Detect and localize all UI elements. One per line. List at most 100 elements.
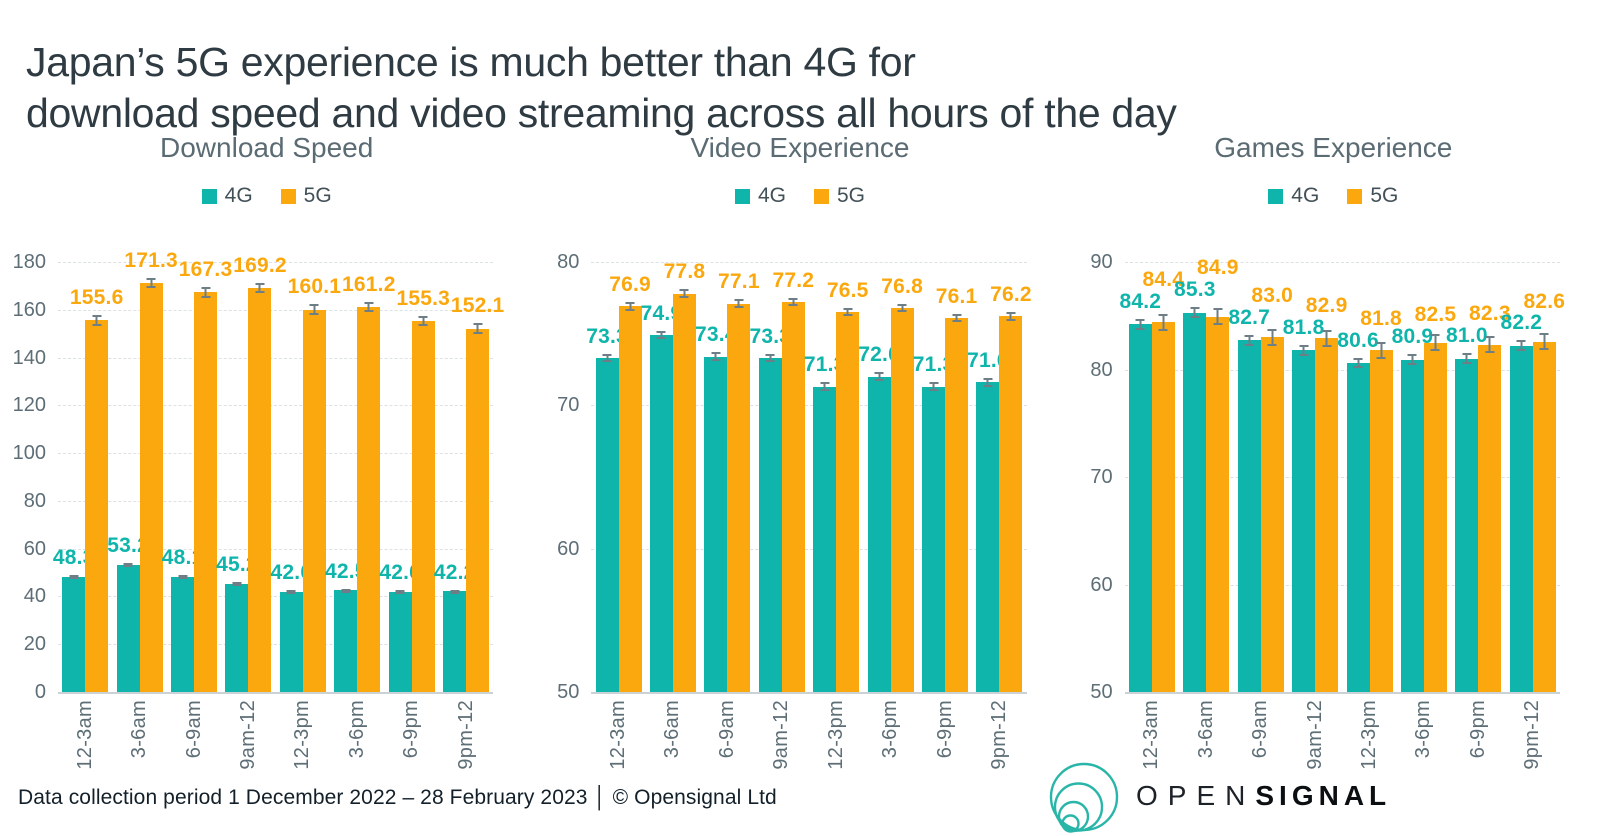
logo-open-text: OPEN bbox=[1136, 780, 1256, 811]
bar-group: 42.0 160.1 bbox=[271, 275, 341, 692]
bar-5g: 169.2 bbox=[233, 254, 287, 692]
x-axis-label: 9am-12 bbox=[755, 700, 809, 800]
bar-4g: 71.3 bbox=[913, 353, 954, 692]
bar-value-label: 82.6 bbox=[1523, 289, 1566, 313]
bar-value-label: 42.2 bbox=[433, 560, 476, 584]
error-bar-icon bbox=[602, 353, 612, 363]
bar-4g: 42.0 bbox=[379, 561, 421, 692]
x-axis-label-text: 6-9am bbox=[715, 700, 738, 759]
legend-swatch-5g-icon bbox=[1347, 188, 1363, 204]
x-axis-label-text: 9am-12 bbox=[236, 700, 259, 770]
bar-value-label: 155.6 bbox=[69, 286, 124, 310]
x-axis-label-text: 6-9am bbox=[182, 700, 205, 759]
bar-value-label: 76.5 bbox=[826, 278, 869, 302]
bar-4g: 84.2 bbox=[1120, 290, 1161, 692]
legend-label-5g: 5G bbox=[303, 184, 332, 207]
bar-value-label: 82.7 bbox=[1228, 306, 1271, 330]
chart-title: Video Experience bbox=[690, 132, 910, 163]
gridline bbox=[591, 692, 1027, 694]
x-axis-label-text: 9am-12 bbox=[770, 700, 793, 770]
gridline bbox=[1124, 692, 1560, 694]
error-bar-icon bbox=[92, 315, 102, 326]
y-axis-tick: 60 bbox=[1090, 573, 1113, 596]
error-bar-icon bbox=[625, 302, 635, 311]
gridline bbox=[1124, 369, 1560, 371]
bar-value-label: 82.5 bbox=[1414, 303, 1457, 327]
bar-4g: 73.3 bbox=[749, 325, 791, 692]
x-axis-label: 6-9pm bbox=[385, 700, 439, 800]
gridline bbox=[58, 453, 494, 455]
bar-4g: 81.0 bbox=[1446, 324, 1488, 692]
chart-games-experience: Games Experience 4G 5G 50 60 70 80 90 84.2 84.… bbox=[1067, 132, 1600, 800]
error-bar-icon bbox=[1376, 341, 1386, 359]
y-axis-tick: 50 bbox=[1090, 681, 1113, 703]
error-bar-icon bbox=[69, 574, 79, 579]
bar-4g: 71.3 bbox=[804, 353, 845, 692]
x-axis-label-text: 6-9pm bbox=[400, 700, 423, 759]
bar-group: 42.5 161.2 bbox=[325, 273, 395, 692]
legend-swatch-4g-icon bbox=[734, 188, 750, 204]
legend-item-4g: 4G bbox=[1268, 184, 1319, 208]
bar-group: 48.1 167.3 bbox=[162, 258, 232, 692]
error-bar-icon bbox=[929, 382, 939, 391]
bar-5g: 81.8 bbox=[1360, 307, 1402, 692]
y-axis-tick: 90 bbox=[1090, 251, 1113, 273]
bar-group: 53.2 171.3 bbox=[107, 249, 178, 692]
error-bar-icon bbox=[952, 313, 962, 323]
x-axis-labels: 12-3am 3-6am 6-9am 9am-12 12-3pm 3-6pm 6-9pm 9p… bbox=[591, 700, 1026, 800]
page-title-line-2: download speed and video streaming acros… bbox=[26, 90, 1177, 137]
bar-group: 81.8 82.9 bbox=[1283, 294, 1347, 692]
y-axis-tick: 60 bbox=[23, 537, 46, 560]
bar-value-label: 53.2 bbox=[107, 534, 149, 558]
error-bar-icon bbox=[983, 378, 993, 387]
y-axis-tick: 160 bbox=[12, 298, 46, 321]
bar-value-label: 171.3 bbox=[124, 248, 178, 272]
error-bar-icon bbox=[255, 282, 265, 294]
chart-download-speed: Download Speed 4G 5G 0 20 40 60 80 100 120 140 1… bbox=[0, 132, 533, 800]
bar-5g: 77.2 bbox=[772, 269, 814, 692]
bar-value-label: 48.1 bbox=[161, 546, 204, 570]
bar-5g: 84.4 bbox=[1143, 268, 1184, 692]
error-bar-icon bbox=[711, 352, 721, 361]
gridline bbox=[58, 309, 494, 311]
legend-item-5g: 5G bbox=[1347, 184, 1398, 208]
x-axis-label-text: 6-9am bbox=[1249, 700, 1272, 759]
bar-5g: 82.9 bbox=[1306, 294, 1347, 692]
x-axis-label-text: 3-6pm bbox=[1412, 700, 1435, 759]
legend-label-4g: 4G bbox=[224, 184, 253, 207]
y-axis-tick: 40 bbox=[23, 585, 46, 608]
error-bar-icon bbox=[734, 299, 744, 308]
bar-4g: 80.9 bbox=[1392, 325, 1433, 692]
bar-group: 74.9 77.8 bbox=[641, 260, 705, 692]
bar-value-label: 80.9 bbox=[1391, 325, 1434, 349]
error-bar-icon bbox=[286, 590, 296, 594]
bar-5g: 161.2 bbox=[342, 273, 395, 692]
bar-value-label: 77.1 bbox=[718, 270, 760, 294]
bar-value-label: 80.6 bbox=[1337, 328, 1379, 352]
error-bar-icon bbox=[364, 301, 374, 313]
x-axis-label-text: 3-6pm bbox=[879, 700, 902, 759]
bar-groups: 48.3 155.6 53.2 171.3 48.1 167.3 45.2 169.2 42.0… bbox=[53, 249, 504, 692]
bar-5g: 76.9 bbox=[609, 273, 651, 692]
x-axis-label-text: 9pm-12 bbox=[987, 700, 1010, 770]
error-bar-icon bbox=[1244, 335, 1254, 346]
error-bar-icon bbox=[1158, 313, 1168, 331]
bar-group: 80.6 81.8 bbox=[1337, 307, 1402, 692]
bar-5g: 82.3 bbox=[1469, 302, 1511, 692]
chart-title: Download Speed bbox=[160, 132, 374, 163]
gridline bbox=[58, 548, 494, 550]
y-axis-tick: 20 bbox=[23, 633, 46, 656]
bar-5g: 155.3 bbox=[396, 287, 450, 692]
bar-5g: 82.6 bbox=[1523, 290, 1565, 692]
bar-4g: 74.9 bbox=[641, 302, 682, 692]
bar-value-label: 77.2 bbox=[772, 268, 815, 292]
bar-value-label: 167.3 bbox=[178, 258, 233, 282]
bar-value-label: 82.9 bbox=[1305, 293, 1348, 317]
bar-value-label: 76.8 bbox=[881, 274, 923, 298]
bar-4g: 45.2 bbox=[216, 553, 258, 692]
legend-label-4g: 4G bbox=[757, 184, 786, 207]
x-axis-label: 6-9am bbox=[167, 700, 221, 800]
bar-group: 48.3 155.6 bbox=[53, 286, 123, 692]
page-title: Japan’s 5G experience is much better tha… bbox=[26, 37, 1546, 139]
bar-4g: 82.7 bbox=[1228, 306, 1270, 692]
